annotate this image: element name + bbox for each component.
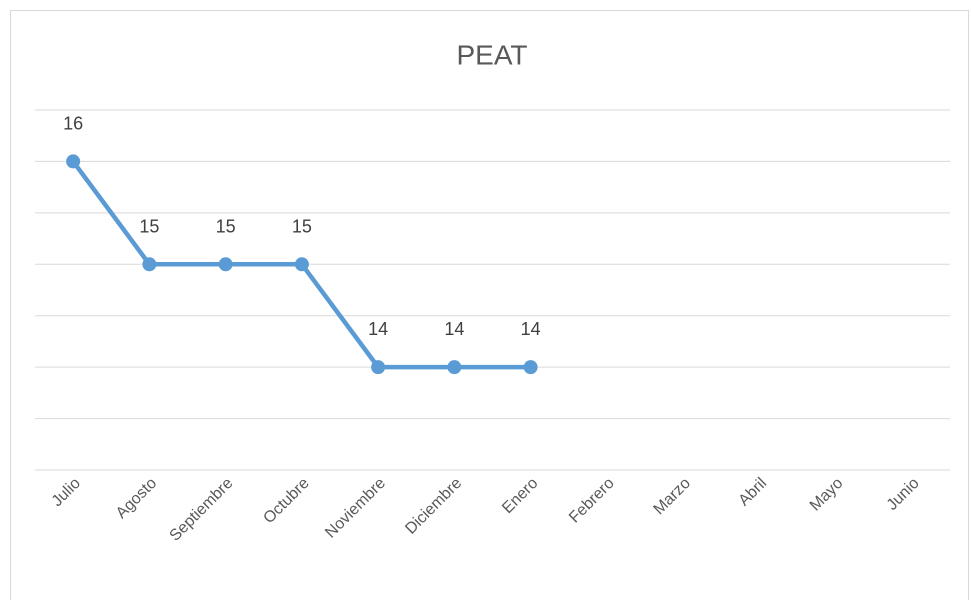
data-label: 14 [521, 319, 541, 339]
chart-border [10, 10, 969, 600]
data-point [142, 257, 157, 272]
data-label: 15 [139, 216, 159, 236]
data-point [447, 360, 462, 375]
data-label: 15 [216, 216, 236, 236]
data-label: 16 [63, 113, 83, 133]
data-label: 14 [368, 319, 388, 339]
data-point [294, 257, 309, 272]
data-label: 15 [292, 216, 312, 236]
data-point [218, 257, 233, 272]
data-point [523, 360, 538, 375]
data-point [66, 154, 81, 169]
data-label: 14 [444, 319, 464, 339]
chart-title: PEAT [456, 39, 527, 70]
data-point [371, 360, 386, 375]
